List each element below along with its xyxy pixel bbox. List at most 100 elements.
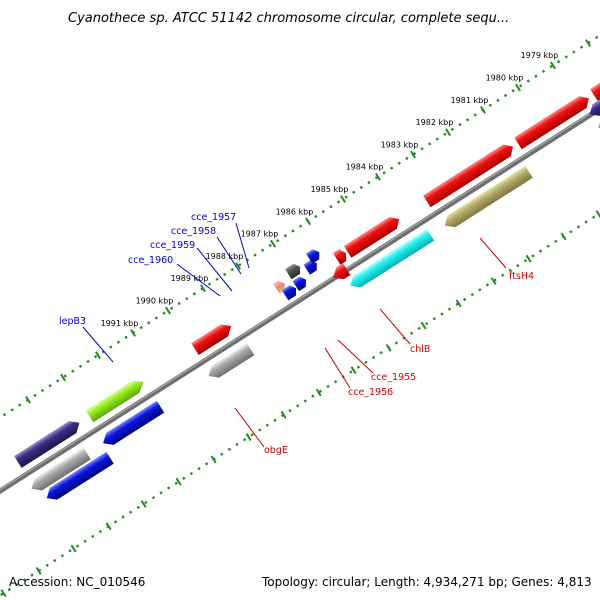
scale-tick [595, 210, 600, 219]
gene-feature-small-red-reverse[interactable] [329, 263, 351, 283]
scale-tick [200, 284, 207, 293]
gene-label-ftsH4[interactable]: ftsH4 [509, 271, 534, 282]
backbone-highlight [0, 72, 600, 526]
scale-tick [525, 254, 532, 263]
scale-tick [270, 239, 277, 248]
gene-label-lepB3[interactable]: lepB3 [59, 316, 86, 327]
scale-label: 1985 kbp [311, 185, 349, 194]
gene-label-cce_1960[interactable]: cce_1960 [128, 255, 173, 266]
scale-tick [140, 500, 147, 508]
callout-cce_1958 [216, 236, 242, 275]
gene-feature-red-forward-1[interactable] [343, 213, 403, 258]
scale-tick [0, 589, 7, 598]
gene-feature-red-forward-3[interactable] [514, 92, 592, 150]
gene-feature-blue-reverse-2[interactable] [99, 400, 165, 449]
callout-obgE [234, 407, 265, 448]
gene-feature-navy-forward[interactable] [14, 417, 83, 468]
scale-tick [350, 366, 357, 375]
gene-feature-red-forward-4[interactable] [590, 72, 600, 101]
callout-cce_1956 [324, 347, 351, 389]
gene-label-cce_1955[interactable]: cce_1955 [371, 372, 416, 383]
gene-feature-chlB[interactable] [346, 228, 435, 292]
scale-label: 1987 kbp [241, 230, 279, 239]
accession-text: Accession: NC_010546 [9, 575, 145, 589]
scale-tick [515, 83, 522, 92]
scale-tick [340, 195, 347, 203]
gene-label-cce_1958[interactable]: cce_1958 [171, 226, 216, 237]
chromosome-backbone [0, 72, 600, 528]
scale-label: 1986 kbp [276, 207, 314, 216]
scale-tick [165, 306, 172, 315]
scale-label: 1991 kbp [101, 319, 139, 328]
gene-feature-small-red-a[interactable] [332, 247, 350, 265]
gene-feature-cce_1959[interactable] [281, 283, 299, 301]
gene-feature-blue-reverse-1[interactable] [43, 451, 114, 504]
scale-tick [130, 328, 137, 337]
inner-ticks [0, 210, 600, 598]
callout-cce_1959 [196, 247, 233, 292]
scale-tick [25, 395, 32, 404]
scale-tick [210, 455, 217, 464]
scale-tick [445, 128, 452, 137]
scale-label: 1990 kbp [136, 297, 174, 306]
gene-label-obgE[interactable]: obgE [264, 445, 288, 456]
scale-tick [385, 343, 392, 352]
label-callouts [82, 222, 507, 448]
gene-feature-cce_1958[interactable] [292, 275, 310, 292]
scale-tick [280, 410, 287, 419]
scale-tick [410, 150, 417, 159]
gene-label-cce_1956[interactable]: cce_1956 [348, 387, 393, 398]
scale-tick [95, 351, 102, 360]
gene-feature-blue-small-a[interactable] [303, 258, 321, 275]
scale-label: 1984 kbp [346, 163, 384, 172]
scale-label: 1980 kbp [486, 74, 524, 83]
scale-tick [35, 566, 42, 575]
gene-label-chlB[interactable]: chlB [410, 344, 430, 355]
gene-feature-cce_1960[interactable] [273, 279, 288, 295]
outer-ticks [25, 39, 592, 404]
gene-feature-ftsH4[interactable] [441, 165, 533, 232]
scale-tick [375, 172, 382, 181]
scale-tick [560, 232, 567, 241]
scale-tick [70, 544, 77, 553]
scale-label: 1979 kbp [521, 51, 559, 60]
scale-tick [305, 217, 312, 226]
scale-label: 1982 kbp [416, 118, 454, 127]
gene-feature-cce_1957[interactable] [285, 262, 303, 280]
scale-tick [175, 477, 182, 486]
gene-label-cce_1959[interactable]: cce_1959 [150, 240, 195, 251]
scale-tick [235, 262, 242, 270]
scale-tick [245, 433, 252, 441]
topology-text: Topology: circular; Length: 4,934,271 bp… [261, 575, 592, 589]
scale-tick [60, 373, 67, 382]
scale-label: 1981 kbp [451, 96, 489, 105]
gene-feature-obgE[interactable] [205, 343, 255, 382]
gene-feature-lepB3[interactable] [85, 376, 147, 423]
scale-tick [480, 105, 487, 114]
gene-feature-blue-small-b[interactable] [305, 247, 323, 264]
scale-tick [585, 39, 592, 47]
callout-chlB [379, 308, 411, 345]
gene-feature-navy-reverse-right[interactable] [586, 93, 600, 120]
callout-ftsH4 [479, 237, 507, 269]
scale-label: 1988 kbp [206, 252, 244, 261]
map-title: Cyanothece sp. ATCC 51142 chromosome cir… [68, 11, 509, 26]
scale-labels: 1979 kbp 1980 kbp 1981 kbp 1982 kbp 1983 kbp… [101, 51, 559, 328]
callout-cce_1955 [337, 339, 374, 374]
gene-label-cce_1957[interactable]: cce_1957 [191, 212, 236, 223]
gene-feature-gray-reverse-left[interactable] [28, 447, 91, 495]
gene-feature-red-forward-2[interactable] [423, 141, 517, 208]
scale-tick [550, 61, 557, 70]
callout-cce_1960 [176, 263, 221, 297]
scale-label: 1989 kbp [171, 274, 209, 283]
scale-tick [490, 277, 497, 285]
gene-feature-obgE-neighbor[interactable] [191, 320, 235, 356]
scale-tick [455, 299, 462, 308]
scale-tick [420, 321, 427, 330]
scale-tick [315, 388, 322, 397]
callout-cce_1957 [235, 222, 250, 269]
scale-tick [105, 522, 112, 531]
callout-lepB3 [82, 326, 114, 363]
